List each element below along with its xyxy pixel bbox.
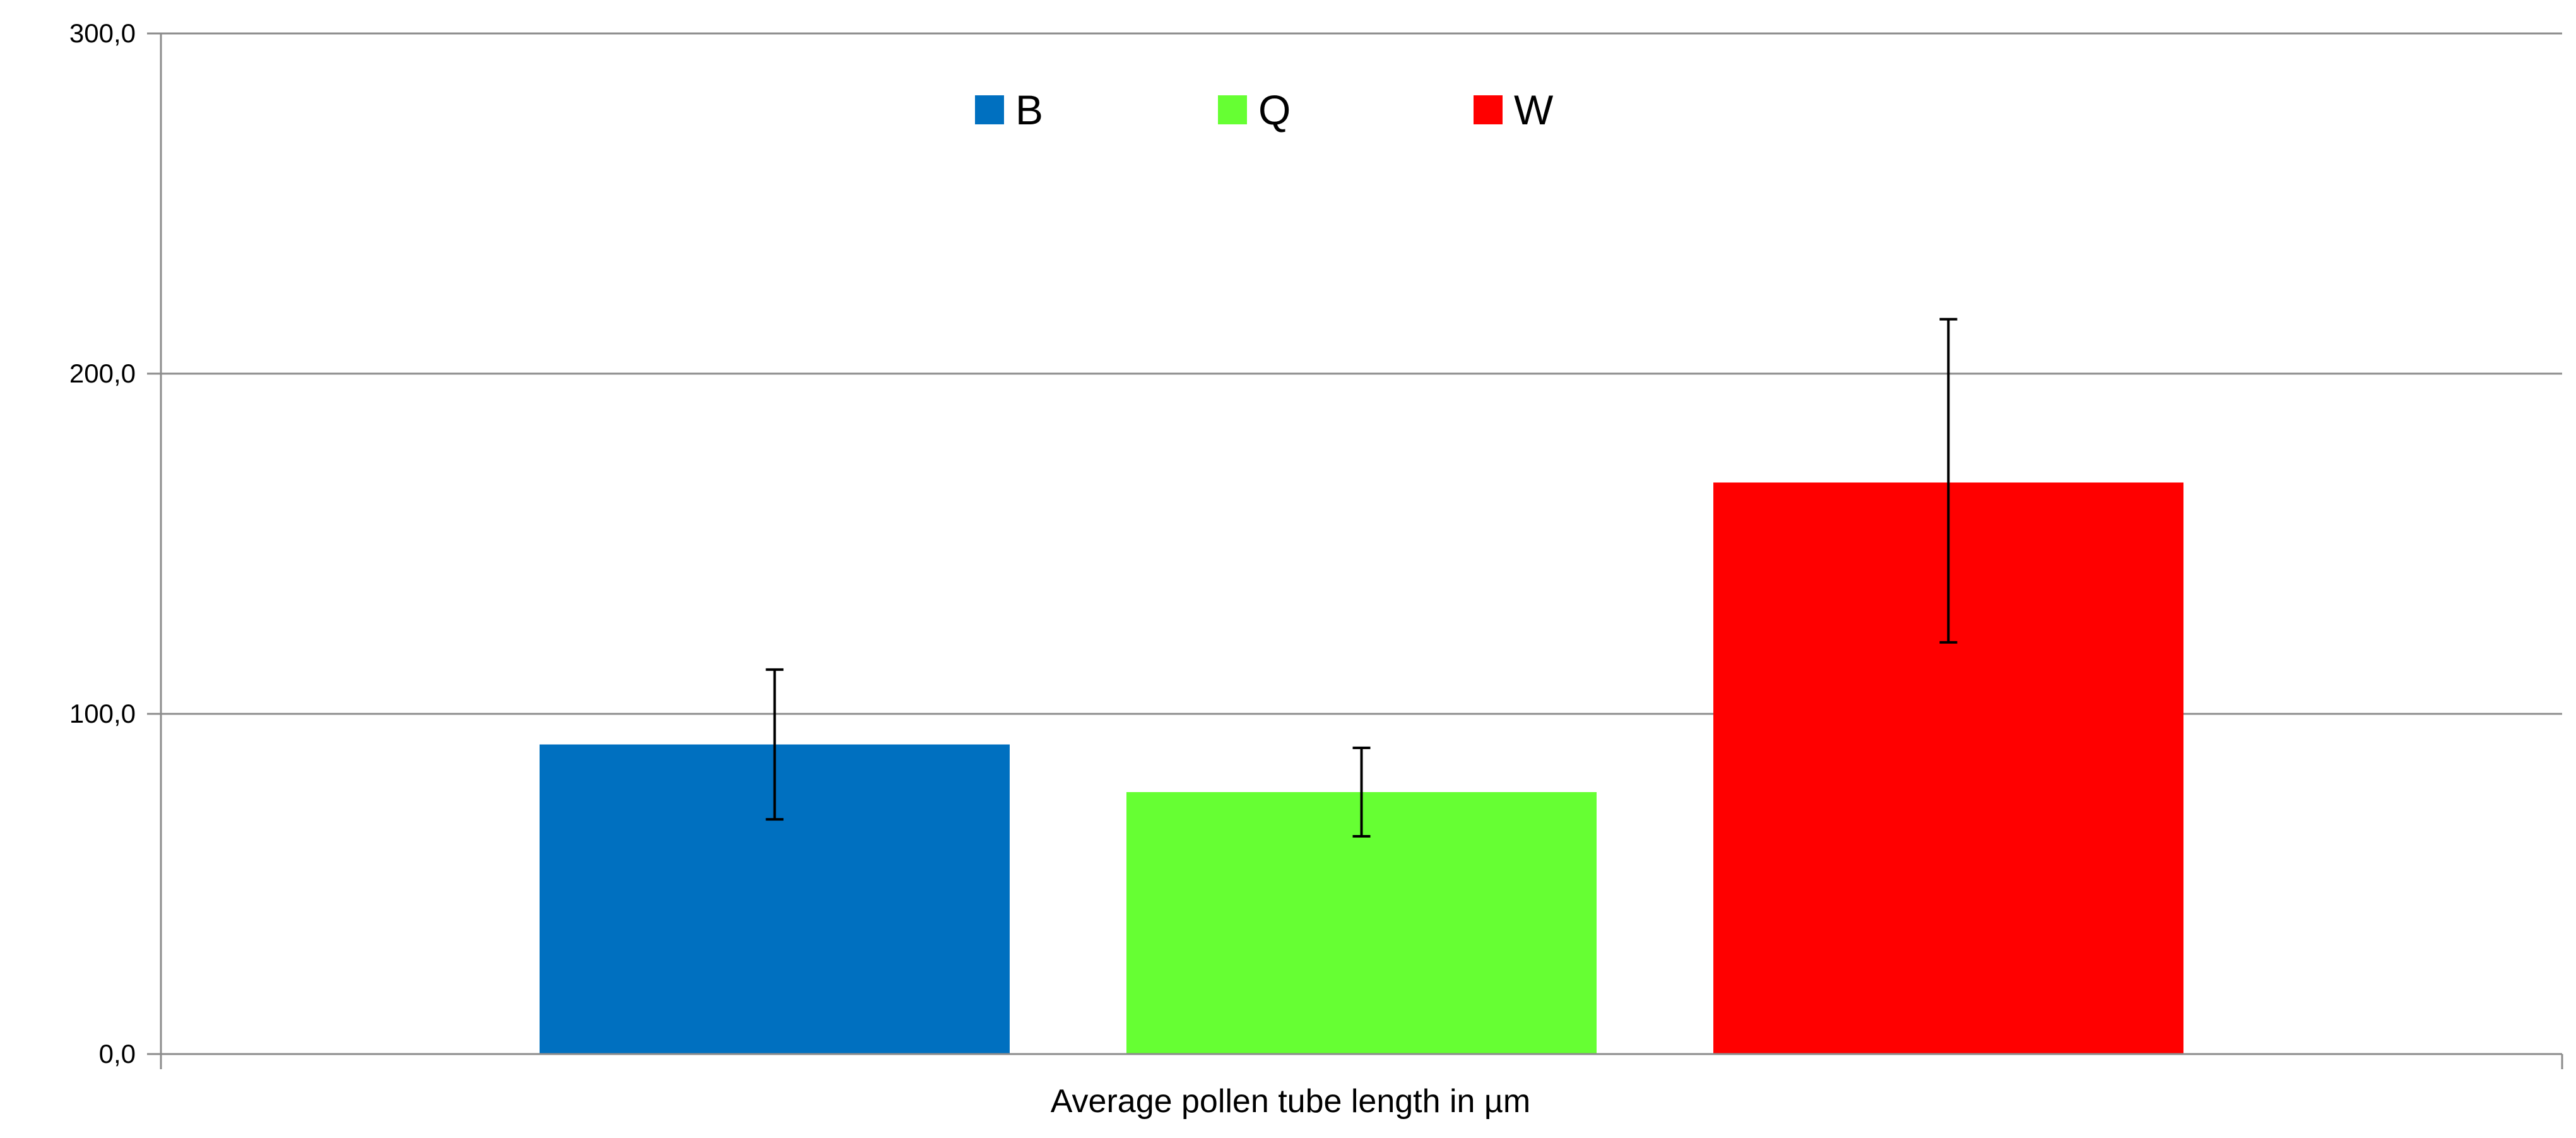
legend-swatch-q	[1218, 95, 1247, 124]
axes	[147, 32, 2563, 1069]
legend-label-q: Q	[1258, 86, 1291, 133]
y-tick-label: 100,0	[69, 699, 136, 728]
legend-swatch-b	[975, 95, 1004, 124]
legend-label-b: B	[1015, 86, 1043, 133]
error-bars	[765, 317, 1958, 838]
y-tick-label: 200,0	[69, 359, 136, 388]
y-tick-label: 0,0	[99, 1039, 136, 1069]
legend-label-w: W	[1514, 86, 1554, 133]
x-axis-title: Average pollen tube length in µm	[1051, 1083, 1530, 1120]
y-tick-labels: 0,0 100,0 200,0 300,0	[69, 18, 136, 1069]
y-tick-label: 300,0	[69, 18, 136, 48]
legend-swatch-w	[1474, 95, 1503, 124]
gridlines	[161, 32, 2562, 715]
